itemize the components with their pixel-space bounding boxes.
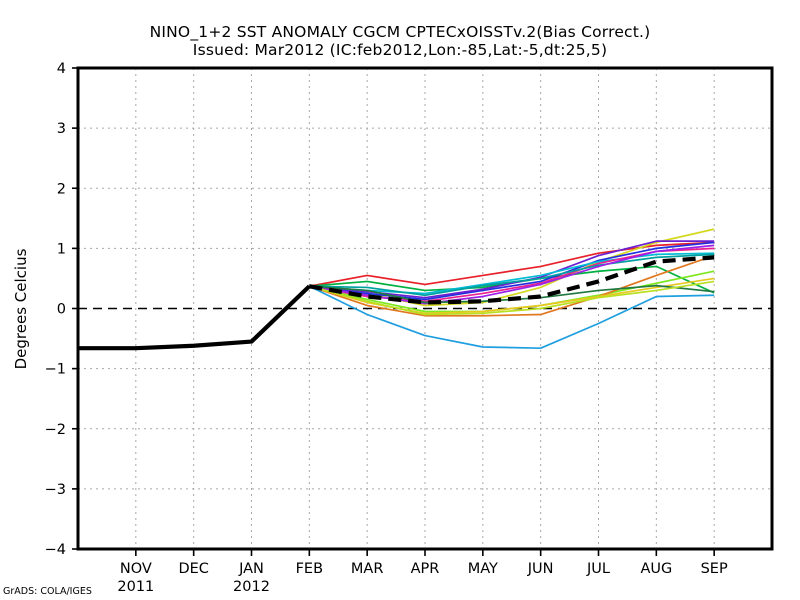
x-tick-label: APR xyxy=(411,561,440,577)
x-tick-label: MAY xyxy=(468,561,498,577)
ensemble-member-line xyxy=(309,280,715,316)
x-tick-label: JUN xyxy=(527,561,554,577)
ensemble-member-line xyxy=(309,252,715,295)
x-tick-label: SEP xyxy=(701,561,728,577)
y-tick-label: 3 xyxy=(57,121,66,137)
observed-line xyxy=(78,284,311,351)
x-tick-label: NOV xyxy=(120,561,152,577)
ensemble-member-line xyxy=(309,254,715,317)
x-tick-year-label: 2011 xyxy=(117,579,154,595)
y-tick-label: −2 xyxy=(45,422,66,438)
y-axis-title: Degrees Celcius xyxy=(12,248,30,369)
chart-title-line2: Issued: Mar2012 (IC:feb2012,Lon:-85,Lat:… xyxy=(193,41,607,59)
x-axis-tick-labels: NOV 2011 DEC JAN 2012 FEB MAR APR MAY JUN JUL AUG SE… xyxy=(117,561,728,595)
grads-credit: GrADS: COLA/IGES xyxy=(3,586,92,597)
y-tick-label: 0 xyxy=(57,302,66,318)
x-tick-label: DEC xyxy=(178,561,208,577)
x-axis-ticks xyxy=(135,549,715,556)
x-tick-label: MAR xyxy=(351,561,384,577)
ensemble-mean-path xyxy=(308,255,715,305)
chart-title-group: NINO_1+2 SST ANOMALY CGCM CPTECxOISSTv.2… xyxy=(150,23,651,59)
ensemble-member-line xyxy=(308,285,715,350)
y-tick-label: −3 xyxy=(45,482,66,498)
credit-group: GrADS: COLA/IGES xyxy=(3,586,92,597)
x-tick-label: JUL xyxy=(586,561,610,577)
ensemble-mean-line xyxy=(308,255,715,305)
y-tick-label: 2 xyxy=(57,181,66,197)
ensemble-member-line xyxy=(309,241,715,301)
y-axis-tick-labels: 4 3 2 1 0 −1 −2 −3 −4 xyxy=(45,61,66,558)
y-tick-label: 1 xyxy=(57,241,66,257)
x-tick-year-label: 2012 xyxy=(233,579,270,595)
y-axis-title-group: Degrees Celcius xyxy=(12,248,30,369)
observed-path xyxy=(78,284,311,351)
chart-title-line1: NINO_1+2 SST ANOMALY CGCM CPTECxOISSTv.2… xyxy=(150,23,651,42)
x-tick-label: AUG xyxy=(640,561,672,577)
ensemble-member-line xyxy=(309,241,715,288)
y-axis-ticks xyxy=(72,67,78,550)
y-tick-label: −4 xyxy=(45,542,66,558)
y-tick-label: −1 xyxy=(45,362,66,378)
x-tick-label: JAN xyxy=(238,561,264,577)
y-tick-label: 4 xyxy=(57,61,66,77)
x-tick-label: FEB xyxy=(296,561,323,577)
ensemble-member-line xyxy=(309,253,715,297)
